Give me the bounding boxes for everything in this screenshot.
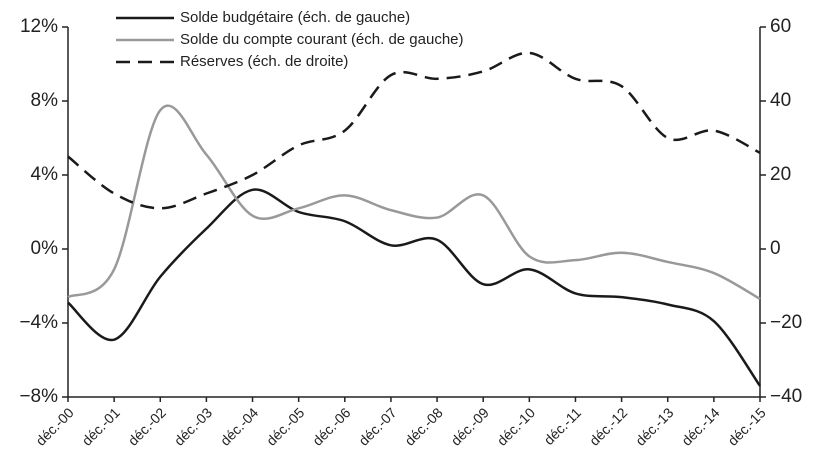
- y-tick-label: −4%: [19, 312, 58, 333]
- x-tick-label: déc.-00: [32, 404, 76, 448]
- line-series: [67, 104, 761, 301]
- y-tick-label: 0%: [31, 238, 59, 259]
- x-tick-label: déc.-14: [678, 404, 722, 448]
- y-tick-label: 8%: [31, 90, 59, 111]
- y2-tick-label: 0: [770, 238, 781, 259]
- y-tick-label: −8%: [19, 386, 58, 407]
- y2-tick-label: 20: [770, 164, 791, 185]
- x-tick-label: déc.-09: [448, 404, 492, 448]
- y-tick-label: 12%: [20, 16, 58, 37]
- x-tick-label: déc.-10: [494, 404, 538, 448]
- x-tick-label: déc.-06: [309, 404, 353, 448]
- x-tick-label: déc.-08: [401, 404, 445, 448]
- x-tick-label: déc.-13: [632, 404, 676, 448]
- legend-label: Solde du compte courant (éch. de gauche): [180, 31, 464, 48]
- y2-tick-label: 40: [770, 90, 791, 111]
- y-tick-label: 4%: [31, 164, 59, 185]
- x-tick-label: déc.-01: [79, 404, 123, 448]
- legend-label: Réserves (éch. de droite): [180, 53, 348, 70]
- x-tick-label: déc.-04: [217, 404, 261, 448]
- x-tick-label: déc.-12: [586, 404, 630, 448]
- legend-label: Solde budgétaire (éch. de gauche): [180, 9, 410, 26]
- x-tick-label: déc.-15: [724, 404, 768, 448]
- line-series: [67, 51, 761, 210]
- y2-tick-label: 60: [770, 16, 791, 37]
- x-tick-label: déc.-02: [125, 404, 169, 448]
- x-tick-label: déc.-07: [355, 404, 399, 448]
- line-series: [67, 188, 762, 387]
- y2-tick-label: −20: [770, 312, 802, 333]
- y2-tick-label: −40: [770, 386, 802, 407]
- x-tick-label: déc.-03: [171, 404, 215, 448]
- x-tick-label: déc.-11: [541, 404, 585, 448]
- x-tick-label: déc.-05: [263, 404, 307, 448]
